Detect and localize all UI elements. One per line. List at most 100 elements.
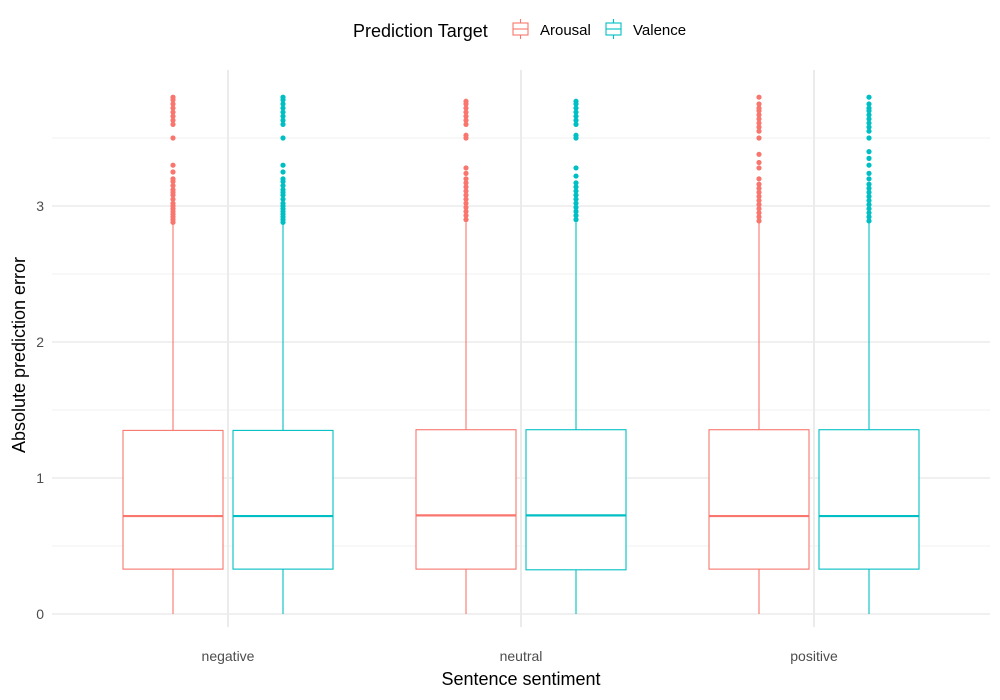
outlier-point <box>756 202 762 208</box>
outlier-point <box>756 176 762 182</box>
outlier-point <box>463 113 469 119</box>
outlier-point <box>756 112 762 118</box>
outlier-point <box>280 101 286 107</box>
outlier-point <box>866 135 872 141</box>
outlier-point <box>170 183 176 189</box>
outlier-point <box>756 218 762 224</box>
outlier-point <box>170 109 176 115</box>
outlier-point <box>280 196 286 202</box>
outlier-point <box>170 200 176 206</box>
outlier-point <box>463 165 469 171</box>
outlier-point <box>866 214 872 220</box>
x-tick-label: positive <box>790 648 838 664</box>
outlier-point <box>463 180 469 186</box>
outlier-point <box>866 94 872 100</box>
outlier-point <box>573 192 579 198</box>
y-axis-title: Absolute prediction error <box>9 257 29 453</box>
outlier-point <box>756 101 762 107</box>
outlier-point <box>280 200 286 206</box>
outlier-point <box>170 196 176 202</box>
outlier-point <box>866 170 872 176</box>
outlier-point <box>463 105 469 111</box>
outlier-point <box>573 184 579 190</box>
outlier-point <box>170 121 176 127</box>
outlier-point <box>170 101 176 107</box>
outlier-point <box>170 113 176 119</box>
outlier-point <box>756 214 762 220</box>
box-arousal-positive <box>708 94 810 614</box>
iqr-box <box>415 429 517 570</box>
outlier-point <box>573 196 579 202</box>
outlier-point <box>463 192 469 198</box>
outlier-point <box>463 217 469 223</box>
outlier-point <box>170 135 176 141</box>
outlier-point <box>463 117 469 123</box>
iqr-box <box>525 429 627 571</box>
iqr-box <box>122 429 224 570</box>
outlier-point <box>866 116 872 122</box>
x-tick-label: neutral <box>500 648 543 664</box>
legend-label: Valence <box>633 22 686 39</box>
outlier-point <box>866 112 872 118</box>
outlier-point <box>866 193 872 200</box>
outlier-point <box>463 121 469 127</box>
outlier-point <box>280 135 286 141</box>
outlier-point <box>573 109 579 115</box>
outlier-point <box>573 200 579 206</box>
outlier-point <box>756 206 762 212</box>
outlier-point <box>866 155 872 161</box>
outlier-point <box>866 128 872 134</box>
outlier-point <box>573 212 579 219</box>
outlier-point <box>280 94 286 100</box>
outlier-point <box>866 105 872 111</box>
outlier-point <box>756 197 762 204</box>
legend: Prediction Target Arousal Valence <box>353 19 686 41</box>
outlier-point <box>573 165 579 171</box>
outlier-point <box>463 196 469 202</box>
y-tick-label: 2 <box>36 334 44 350</box>
outlier-point <box>756 210 762 216</box>
outlier-point <box>170 169 176 175</box>
outlier-point <box>280 187 286 193</box>
legend-item-arousal: Arousal <box>512 19 591 39</box>
outlier-point <box>280 113 286 119</box>
outlier-point <box>866 149 872 155</box>
outlier-point <box>463 170 469 176</box>
outlier-point <box>756 159 762 166</box>
outlier-point <box>756 105 762 111</box>
box-valence-positive <box>818 94 920 614</box>
outlier-point <box>573 98 579 104</box>
outlier-point <box>463 176 469 182</box>
outlier-point <box>170 176 176 182</box>
outlier-point <box>756 151 762 157</box>
outlier-point <box>866 218 872 224</box>
x-axis-title: Sentence sentiment <box>441 669 600 689</box>
outlier-point <box>463 200 469 206</box>
iqr-box <box>818 429 920 570</box>
outlier-point <box>280 162 286 168</box>
outlier-point <box>866 210 872 216</box>
outlier-point <box>280 105 286 111</box>
legend-key <box>512 19 529 39</box>
outlier-point <box>756 165 762 171</box>
outlier-point <box>756 189 762 195</box>
y-tick-label: 1 <box>36 470 44 486</box>
outlier-point <box>573 132 579 138</box>
box-arousal-neutral <box>415 98 517 614</box>
outlier-point <box>170 162 176 168</box>
outlier-point <box>573 121 579 127</box>
outlier-point <box>170 187 176 193</box>
outlier-point <box>866 101 872 107</box>
outlier-point <box>866 181 872 187</box>
outlier-point <box>280 176 286 182</box>
outlier-point <box>866 162 872 168</box>
outlier-point <box>573 208 579 215</box>
outlier-point <box>170 94 176 100</box>
outlier-point <box>866 197 872 204</box>
iqr-box <box>708 429 810 570</box>
outlier-point <box>573 180 579 186</box>
legend-label: Arousal <box>540 22 591 39</box>
legend-item-valence: Valence <box>605 19 686 39</box>
outlier-point <box>463 109 469 115</box>
